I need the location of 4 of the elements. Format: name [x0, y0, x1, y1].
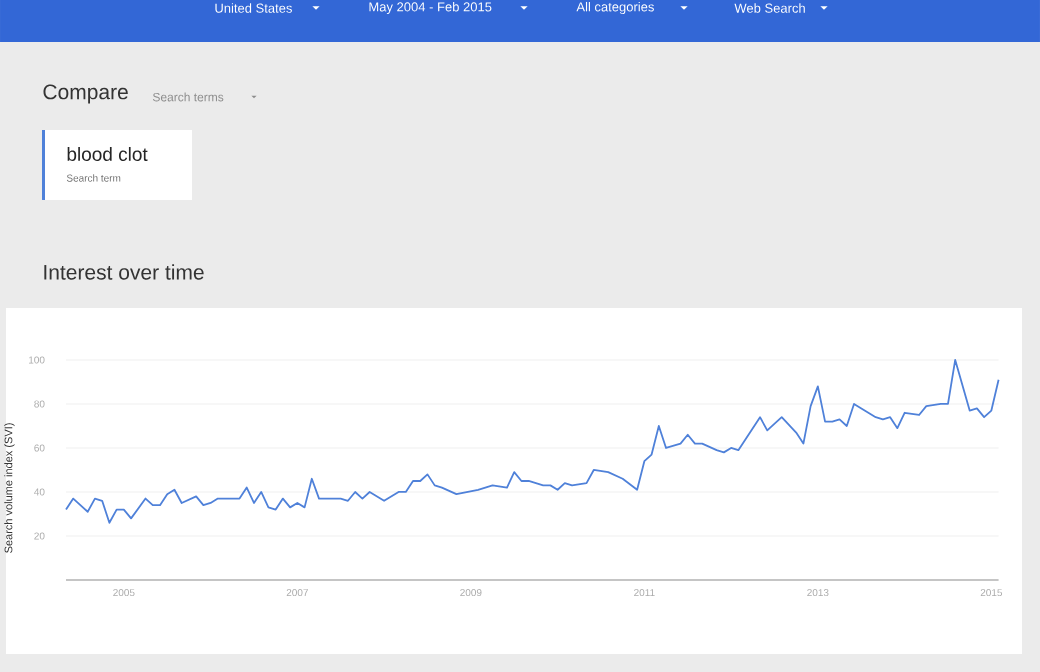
chart-title: Interest over time	[44, 264, 204, 280]
line-series	[65, 359, 1000, 524]
text: Compare	[43, 84, 128, 104]
text: blood clot	[67, 147, 148, 161]
